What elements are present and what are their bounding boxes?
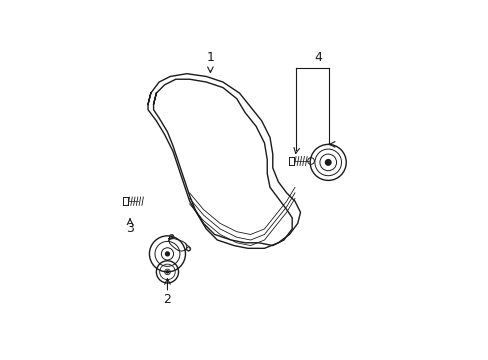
Circle shape [166,271,168,273]
Circle shape [325,159,330,165]
Text: 1: 1 [206,50,214,64]
Text: 2: 2 [163,293,171,306]
Text: 3: 3 [126,222,134,235]
Text: 4: 4 [314,50,322,64]
Circle shape [165,252,169,256]
